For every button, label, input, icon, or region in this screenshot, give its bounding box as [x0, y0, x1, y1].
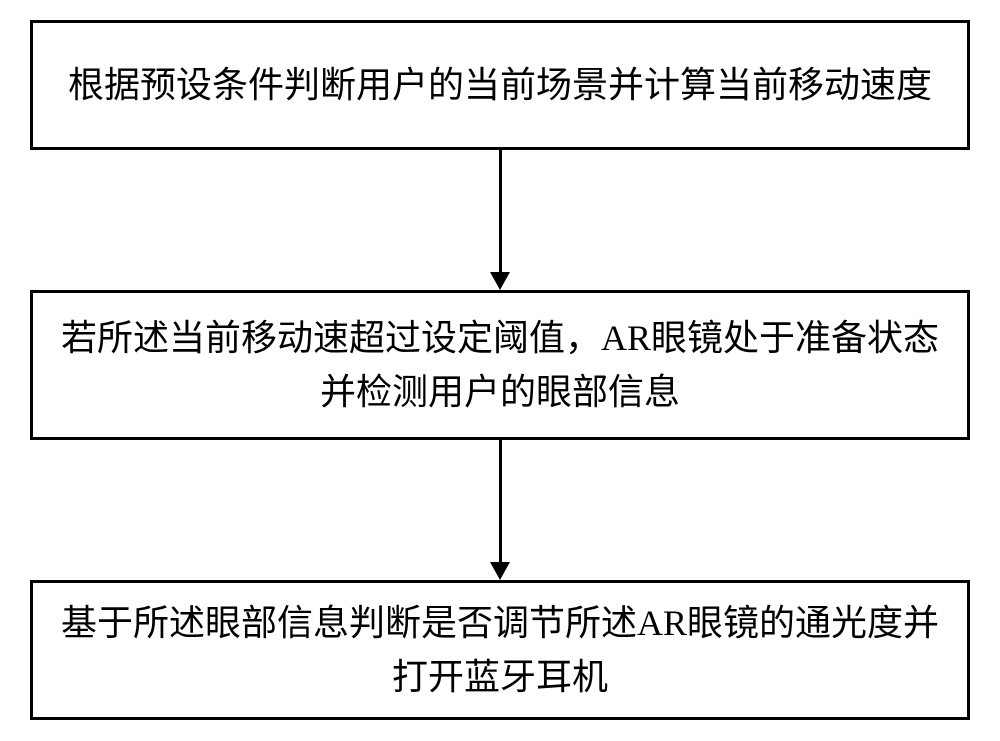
flowchart-arrow-head	[490, 562, 510, 580]
flowchart-node-step2: 若所述当前移动速超过设定阈值，AR眼镜处于准备状态并检测用户的眼部信息	[30, 290, 970, 440]
flowchart-arrow-line	[499, 150, 502, 272]
flowchart-arrow-line	[499, 440, 502, 562]
flowchart-node-label: 若所述当前移动速超过设定阈值，AR眼镜处于准备状态并检测用户的眼部信息	[53, 311, 947, 419]
flowchart-node-label: 基于所述眼部信息判断是否调节所述AR眼镜的通光度并打开蓝牙耳机	[53, 596, 947, 704]
flowchart-node-step3: 基于所述眼部信息判断是否调节所述AR眼镜的通光度并打开蓝牙耳机	[30, 580, 970, 720]
flowchart-canvas: 根据预设条件判断用户的当前场景并计算当前移动速度若所述当前移动速超过设定阈值，A…	[0, 0, 1000, 741]
flowchart-node-step1: 根据预设条件判断用户的当前场景并计算当前移动速度	[30, 20, 970, 150]
flowchart-node-label: 根据预设条件判断用户的当前场景并计算当前移动速度	[68, 58, 932, 112]
flowchart-arrow-head	[490, 272, 510, 290]
